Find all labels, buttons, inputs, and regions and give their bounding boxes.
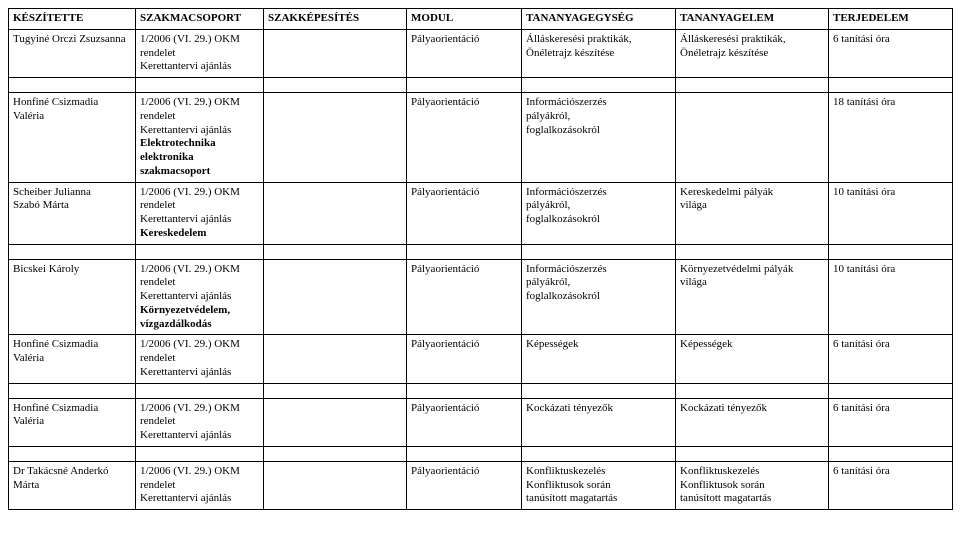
gap-cell <box>829 78 953 93</box>
cell-terjedelem: 18 tanítási óra <box>829 93 953 183</box>
cell-modul: Pályaorientáció <box>407 461 522 509</box>
cell-elem: Képességek <box>676 335 829 383</box>
cell-szakkepesites <box>264 259 407 335</box>
cell-keszitette: Scheiber JuliannaSzabó Márta <box>9 182 136 244</box>
cell-keszitette: Tugyiné Orczi Zsuzsanna <box>9 29 136 77</box>
cell-egyseg: Információszerzéspályákról,foglalkozások… <box>522 182 676 244</box>
gap-cell <box>136 446 264 461</box>
table-row: Tugyiné Orczi Zsuzsanna1/2006 (VI. 29.) … <box>9 29 953 77</box>
gap-cell <box>9 244 136 259</box>
gap-cell <box>407 446 522 461</box>
gap-cell <box>522 78 676 93</box>
table-body: Tugyiné Orczi Zsuzsanna1/2006 (VI. 29.) … <box>9 29 953 509</box>
cell-elem: Kereskedelmi pályákvilága <box>676 182 829 244</box>
cell-modul: Pályaorientáció <box>407 335 522 383</box>
cell-szakmacsoport: 1/2006 (VI. 29.) OKMrendeletKerettanterv… <box>136 335 264 383</box>
gap-cell <box>407 78 522 93</box>
gap-cell <box>264 446 407 461</box>
table-row: Honfiné CsizmadiaValéria1/2006 (VI. 29.)… <box>9 335 953 383</box>
header-szakmacsoport: SZAKMACSOPORT <box>136 9 264 30</box>
table-gap-row <box>9 78 953 93</box>
cell-terjedelem: 6 tanítási óra <box>829 29 953 77</box>
cell-egyseg: Álláskeresési praktikák,Önéletrajz készí… <box>522 29 676 77</box>
cell-szakkepesites <box>264 461 407 509</box>
cell-szakkepesites <box>264 182 407 244</box>
gap-cell <box>407 244 522 259</box>
cell-szakkepesites <box>264 29 407 77</box>
cell-szakmacsoport: 1/2006 (VI. 29.) OKMrendeletKerettanterv… <box>136 259 264 335</box>
cell-keszitette: Honfiné CsizmadiaValéria <box>9 398 136 446</box>
gap-cell <box>9 446 136 461</box>
gap-cell <box>522 383 676 398</box>
gap-cell <box>829 244 953 259</box>
header-modul: MODUL <box>407 9 522 30</box>
table-row: Honfiné CsizmadiaValéria1/2006 (VI. 29.)… <box>9 398 953 446</box>
gap-cell <box>522 446 676 461</box>
table-gap-row <box>9 446 953 461</box>
gap-cell <box>9 78 136 93</box>
cell-elem: Környezetvédelmi pályákvilága <box>676 259 829 335</box>
table-gap-row <box>9 244 953 259</box>
cell-terjedelem: 10 tanítási óra <box>829 182 953 244</box>
cell-keszitette: Honfiné CsizmadiaValéria <box>9 93 136 183</box>
cell-modul: Pályaorientáció <box>407 398 522 446</box>
cell-modul: Pályaorientáció <box>407 93 522 183</box>
curriculum-table: KÉSZÍTETTE SZAKMACSOPORT SZAKKÉPESÍTÉS M… <box>8 8 953 510</box>
cell-elem: Álláskeresési praktikák,Önéletrajz készí… <box>676 29 829 77</box>
cell-szakmacsoport: 1/2006 (VI. 29.) OKMrendeletKerettanterv… <box>136 398 264 446</box>
table-header-row: KÉSZÍTETTE SZAKMACSOPORT SZAKKÉPESÍTÉS M… <box>9 9 953 30</box>
cell-szakkepesites <box>264 93 407 183</box>
gap-cell <box>829 446 953 461</box>
table-gap-row <box>9 383 953 398</box>
cell-modul: Pályaorientáció <box>407 182 522 244</box>
table-row: Scheiber JuliannaSzabó Márta1/2006 (VI. … <box>9 182 953 244</box>
cell-szakmacsoport: 1/2006 (VI. 29.) OKMrendeletKerettanterv… <box>136 29 264 77</box>
page: KÉSZÍTETTE SZAKMACSOPORT SZAKKÉPESÍTÉS M… <box>0 0 960 533</box>
gap-cell <box>676 78 829 93</box>
gap-cell <box>136 78 264 93</box>
gap-cell <box>676 383 829 398</box>
cell-elem <box>676 93 829 183</box>
cell-keszitette: Dr Takácsné AnderkóMárta <box>9 461 136 509</box>
cell-terjedelem: 6 tanítási óra <box>829 461 953 509</box>
cell-egyseg: KonfliktuskezelésKonfliktusok sorántanús… <box>522 461 676 509</box>
cell-terjedelem: 6 tanítási óra <box>829 335 953 383</box>
cell-egyseg: Kockázati tényezők <box>522 398 676 446</box>
cell-szakkepesites <box>264 398 407 446</box>
cell-szakmacsoport: 1/2006 (VI. 29.) OKMrendeletKerettanterv… <box>136 93 264 183</box>
gap-cell <box>264 78 407 93</box>
gap-cell <box>136 383 264 398</box>
gap-cell <box>522 244 676 259</box>
cell-terjedelem: 10 tanítási óra <box>829 259 953 335</box>
cell-keszitette: Bicskei Károly <box>9 259 136 335</box>
cell-keszitette: Honfiné CsizmadiaValéria <box>9 335 136 383</box>
gap-cell <box>676 244 829 259</box>
header-szakkepesites: SZAKKÉPESÍTÉS <box>264 9 407 30</box>
cell-egyseg: Képességek <box>522 335 676 383</box>
gap-cell <box>264 383 407 398</box>
gap-cell <box>676 446 829 461</box>
gap-cell <box>264 244 407 259</box>
cell-egyseg: Információszerzéspályákról,foglalkozások… <box>522 259 676 335</box>
header-terjedelem: TERJEDELEM <box>829 9 953 30</box>
table-row: Bicskei Károly1/2006 (VI. 29.) OKMrendel… <box>9 259 953 335</box>
cell-szakmacsoport: 1/2006 (VI. 29.) OKMrendeletKerettanterv… <box>136 461 264 509</box>
cell-elem: Kockázati tényezők <box>676 398 829 446</box>
gap-cell <box>9 383 136 398</box>
cell-modul: Pályaorientáció <box>407 259 522 335</box>
cell-terjedelem: 6 tanítási óra <box>829 398 953 446</box>
cell-szakmacsoport: 1/2006 (VI. 29.) OKMrendeletKerettanterv… <box>136 182 264 244</box>
cell-szakkepesites <box>264 335 407 383</box>
gap-cell <box>829 383 953 398</box>
header-keszitette: KÉSZÍTETTE <box>9 9 136 30</box>
cell-elem: KonfliktuskezelésKonfliktusok sorántanús… <box>676 461 829 509</box>
header-tananyagegyseg: TANANYAGEGYSÉG <box>522 9 676 30</box>
cell-modul: Pályaorientáció <box>407 29 522 77</box>
header-tananyagelem: TANANYAGELEM <box>676 9 829 30</box>
cell-egyseg: Információszerzéspályákról,foglalkozások… <box>522 93 676 183</box>
gap-cell <box>407 383 522 398</box>
gap-cell <box>136 244 264 259</box>
table-row: Honfiné CsizmadiaValéria1/2006 (VI. 29.)… <box>9 93 953 183</box>
table-row: Dr Takácsné AnderkóMárta1/2006 (VI. 29.)… <box>9 461 953 509</box>
